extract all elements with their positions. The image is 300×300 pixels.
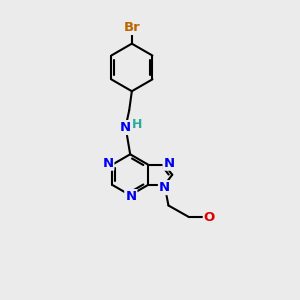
Text: N: N	[119, 121, 130, 134]
Text: N: N	[102, 157, 113, 170]
Text: N: N	[164, 157, 175, 170]
Text: Br: Br	[124, 21, 140, 34]
Text: N: N	[159, 181, 170, 194]
Text: H: H	[132, 118, 142, 131]
Text: O: O	[204, 211, 215, 224]
Text: N: N	[125, 190, 136, 203]
